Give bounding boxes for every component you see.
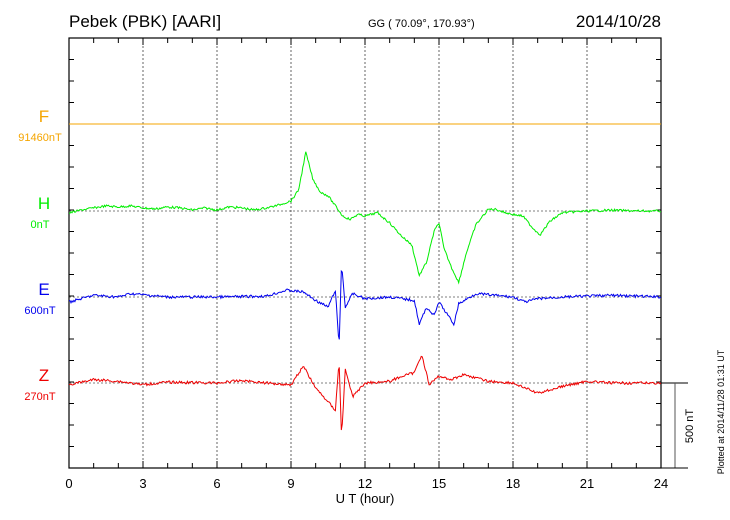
component-label-F: F: [39, 107, 49, 126]
x-tick-label: 0: [65, 476, 72, 491]
baseline-label-F: 91460nT: [18, 132, 62, 144]
x-tick-label: 21: [580, 476, 594, 491]
baseline-label-H: 0nT: [31, 219, 50, 231]
geo-coords: GG ( 70.09°, 170.93°): [368, 18, 475, 30]
x-tick-label: 6: [213, 476, 220, 491]
x-tick-label: 18: [506, 476, 520, 491]
plot-date: 2014/10/28: [576, 12, 661, 31]
plotted-timestamp: Plotted at 2014/11/28 01:31 UT: [716, 349, 726, 474]
x-tick-label: 12: [358, 476, 372, 491]
component-label-E: E: [38, 280, 49, 299]
component-label-H: H: [38, 194, 50, 213]
x-tick-label: 24: [654, 476, 668, 491]
x-tick-label: 9: [287, 476, 294, 491]
baseline-label-Z: 270nT: [24, 391, 55, 403]
scale-label: 500 nT: [684, 409, 696, 444]
component-label-Z: Z: [39, 366, 49, 385]
x-axis-label: U T (hour): [336, 491, 395, 506]
trace-H: [68, 151, 662, 285]
x-tick-label: 3: [139, 476, 146, 491]
trace-Z: [68, 355, 662, 431]
baseline-label-E: 600nT: [24, 305, 55, 317]
x-tick-label: 15: [432, 476, 446, 491]
trace-E: [68, 269, 661, 340]
station-title: Pebek (PBK) [AARI]: [69, 12, 221, 31]
